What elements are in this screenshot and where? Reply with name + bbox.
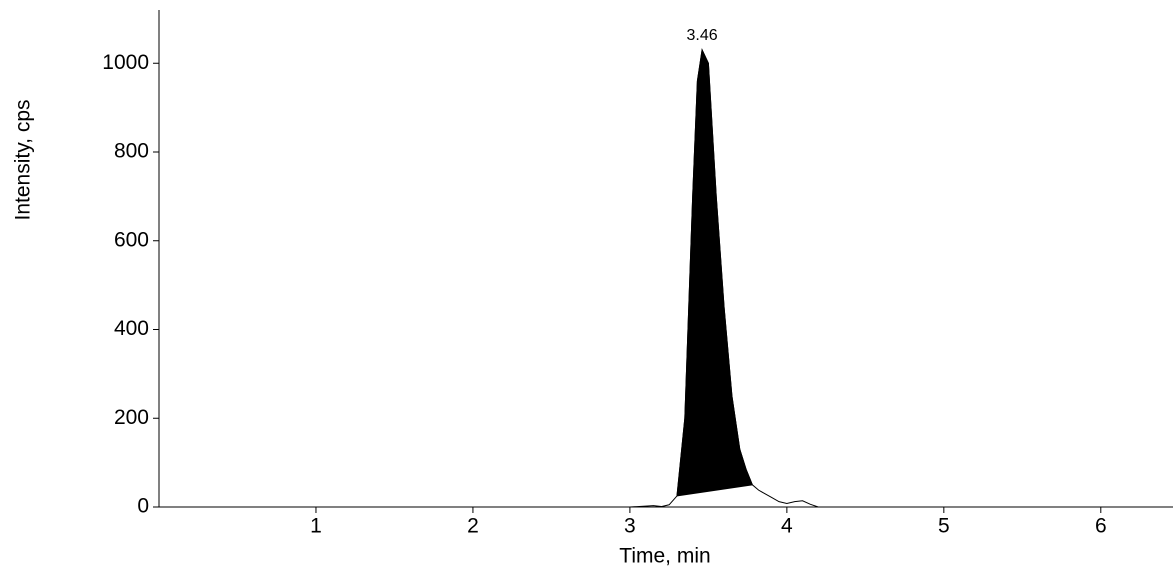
peak-area xyxy=(676,48,754,497)
x-tick-label: 1 xyxy=(310,515,322,538)
y-tick-label: 0 xyxy=(137,495,149,518)
x-tick-label: 6 xyxy=(1095,515,1107,538)
x-tick-label: 2 xyxy=(467,515,479,538)
x-tick-label: 3 xyxy=(624,515,636,538)
trace xyxy=(159,48,1173,508)
x-tick-label: 5 xyxy=(938,515,950,538)
peak-label: 3.46 xyxy=(687,27,718,44)
x-axis-title: Time, min xyxy=(619,545,710,568)
y-tick-label: 200 xyxy=(114,406,149,429)
y-tick-label: 800 xyxy=(114,140,149,163)
y-tick-label: 400 xyxy=(114,317,149,340)
y-tick-label: 600 xyxy=(114,228,149,251)
y-tick-label: 1000 xyxy=(102,51,149,74)
x-tick-label: 4 xyxy=(781,515,793,538)
y-axis-title: Intensity, cps xyxy=(12,100,35,221)
